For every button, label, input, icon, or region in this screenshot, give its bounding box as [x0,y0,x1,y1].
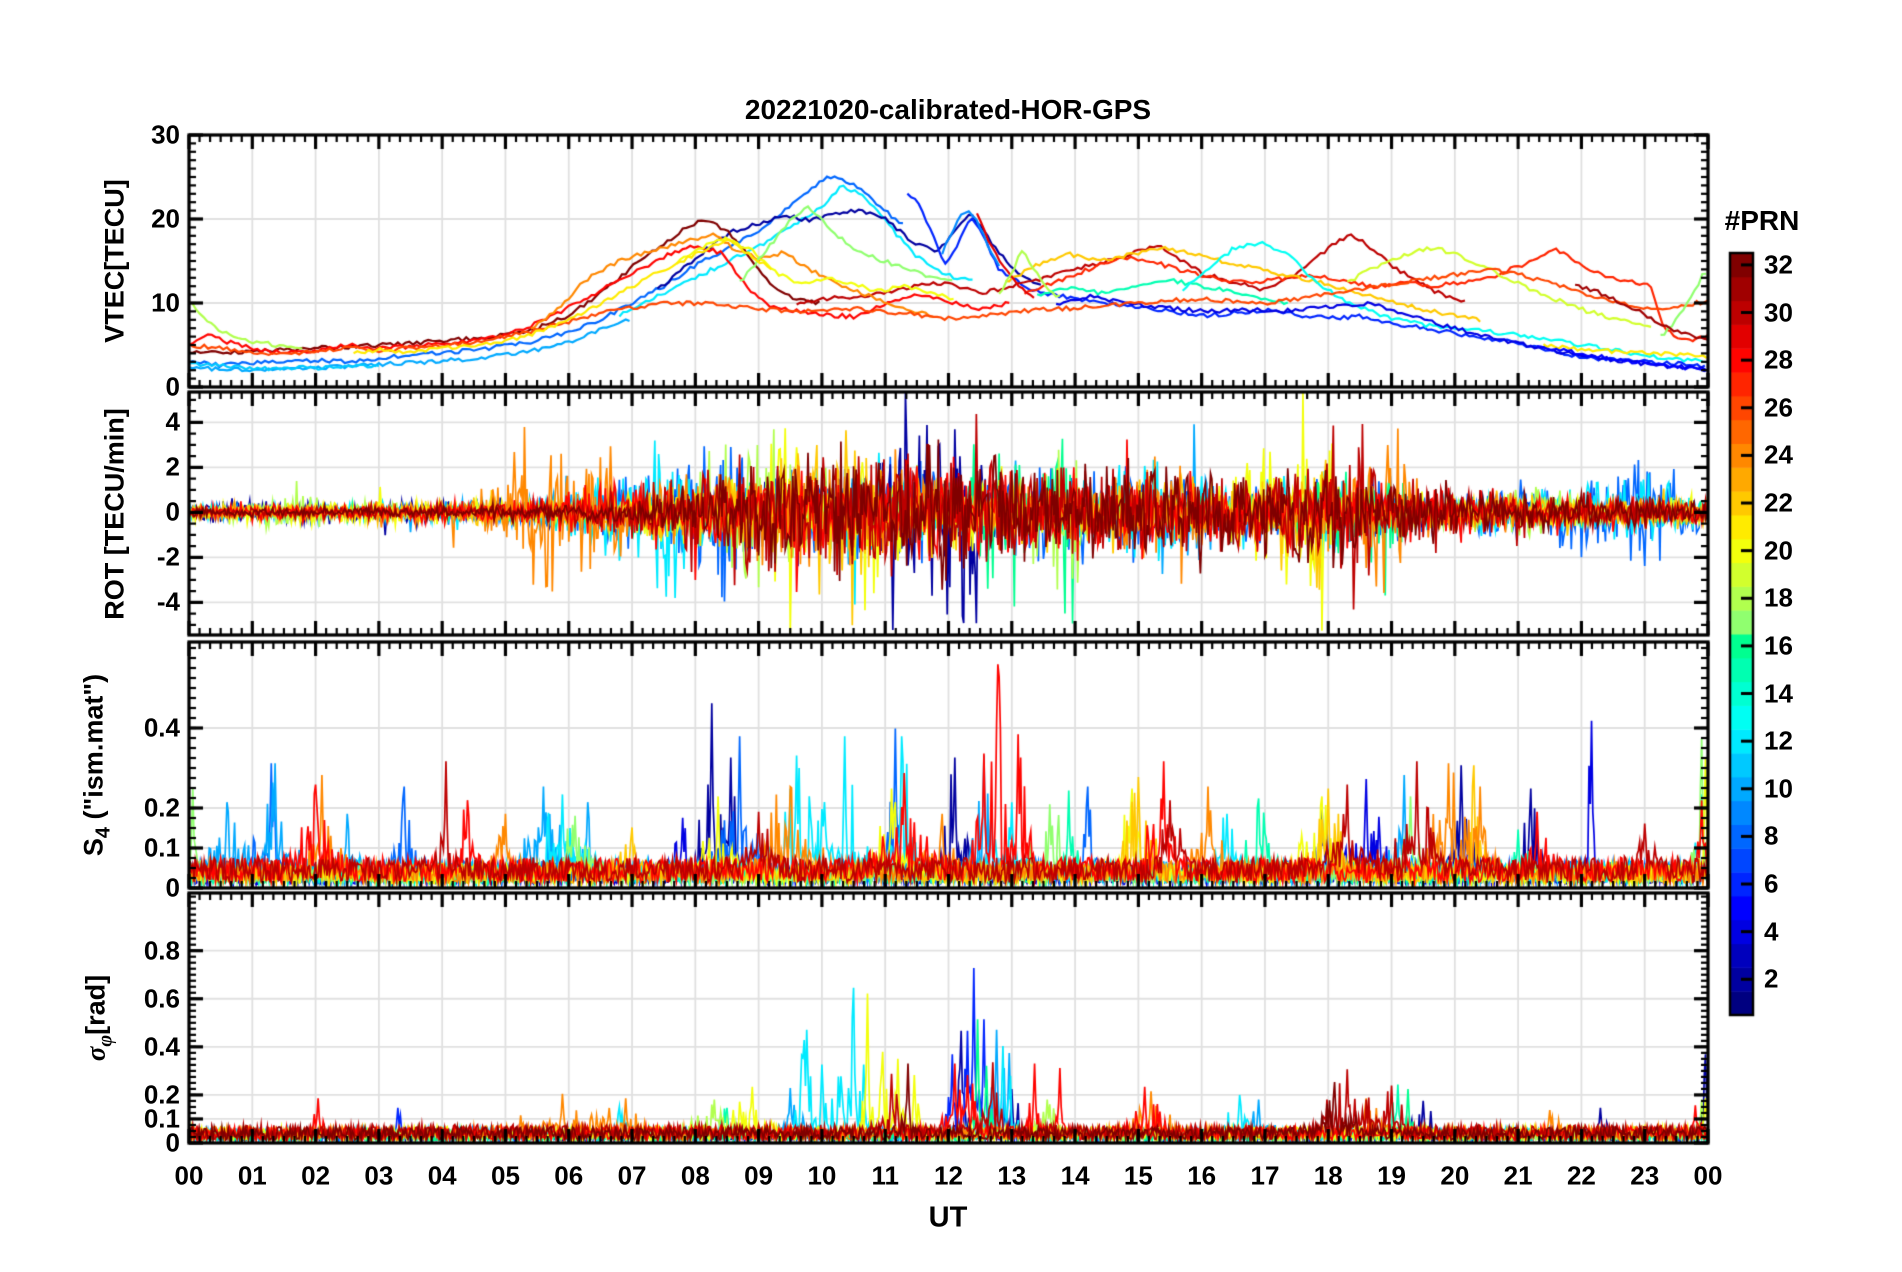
x-tick-label: 18 [1313,1160,1343,1191]
y-tick-label: 0 [165,1127,180,1158]
colorbar-tick-label: 12 [1764,725,1793,756]
colorbar-tick-label: 14 [1764,678,1793,709]
y-tick-label: 0 [165,872,180,903]
x-tick-label: 15 [1123,1160,1153,1191]
x-tick-label: 07 [617,1160,647,1191]
xlabel-ut: UT [928,1201,968,1234]
x-tick-label: 16 [1187,1160,1217,1191]
colorbar-tick-label: 22 [1764,487,1793,518]
x-tick-label: 17 [1250,1160,1280,1191]
x-tick-label: 06 [554,1160,584,1191]
y-tick-label: 2 [165,451,180,482]
x-tick-label: 09 [744,1160,774,1191]
x-tick-label: 21 [1503,1160,1533,1191]
y-tick-label: 0.6 [143,983,180,1014]
x-tick-label: 00 [1693,1160,1723,1191]
x-tick-label: 05 [490,1160,520,1191]
colorbar-tick-label: 18 [1764,582,1793,613]
ylabel-sigma-phi: σφ[rad] [80,974,117,1062]
ylabel-rot: ROT [TECU/min] [99,408,130,620]
colorbar-tick-label: 4 [1764,916,1779,947]
colorbar-tick-label: 20 [1764,535,1793,566]
colorbar-tick-label: 28 [1764,344,1793,375]
ylabel-vtec: VTEC[TECU] [99,179,130,343]
y-tick-label: 30 [151,119,180,150]
x-tick-label: 22 [1566,1160,1596,1191]
y-tick-label: -4 [156,586,180,617]
x-tick-label: 11 [871,1160,899,1191]
y-tick-label: 0.4 [143,712,180,743]
colorbar-tick-label: 24 [1764,439,1793,470]
colorbar-tick-label: 32 [1764,249,1793,280]
x-tick-label: 14 [1060,1160,1090,1191]
x-tick-label: 08 [680,1160,710,1191]
x-tick-label: 00 [174,1160,204,1191]
y-tick-label: 0.2 [143,792,180,823]
y-tick-label: 20 [151,203,180,234]
x-tick-label: 23 [1630,1160,1660,1191]
colorbar-title: #PRN [1724,205,1800,236]
y-tick-label: 4 [165,406,180,437]
x-tick-label: 04 [427,1160,457,1191]
y-tick-label: 0.2 [143,1079,180,1110]
colorbar-tick-label: 30 [1764,297,1793,328]
colorbar-tick-label: 6 [1764,868,1779,899]
x-tick-label: 10 [807,1160,837,1191]
y-tick-label: 0 [165,496,180,527]
y-tick-label: 0.4 [143,1031,180,1062]
y-tick-label: 0.8 [143,935,180,966]
y-tick-label: 10 [151,287,180,318]
x-tick-label: 20 [1440,1160,1470,1191]
chart-title: 20221020-calibrated-HOR-GPS [744,94,1152,125]
x-tick-label: 01 [237,1160,267,1191]
colorbar-tick-label: 8 [1764,820,1779,851]
y-tick-label: 0 [165,371,180,402]
x-tick-label: 12 [934,1160,963,1191]
colorbar-tick-label: 10 [1764,773,1793,804]
colorbar-tick-label: 2 [1764,963,1779,994]
colorbar-tick-label: 26 [1764,392,1793,423]
y-tick-label: -2 [156,541,180,572]
x-tick-label: 03 [364,1160,394,1191]
x-tick-label: 02 [301,1160,331,1191]
colorbar-tick-label: 16 [1764,630,1793,661]
y-tick-label: 0.1 [143,1103,180,1134]
y-tick-label: 0.1 [143,832,180,863]
x-tick-label: 13 [997,1160,1027,1191]
ylabel-s4: S4 ("ism.mat") [78,673,115,857]
x-tick-label: 19 [1377,1160,1406,1191]
